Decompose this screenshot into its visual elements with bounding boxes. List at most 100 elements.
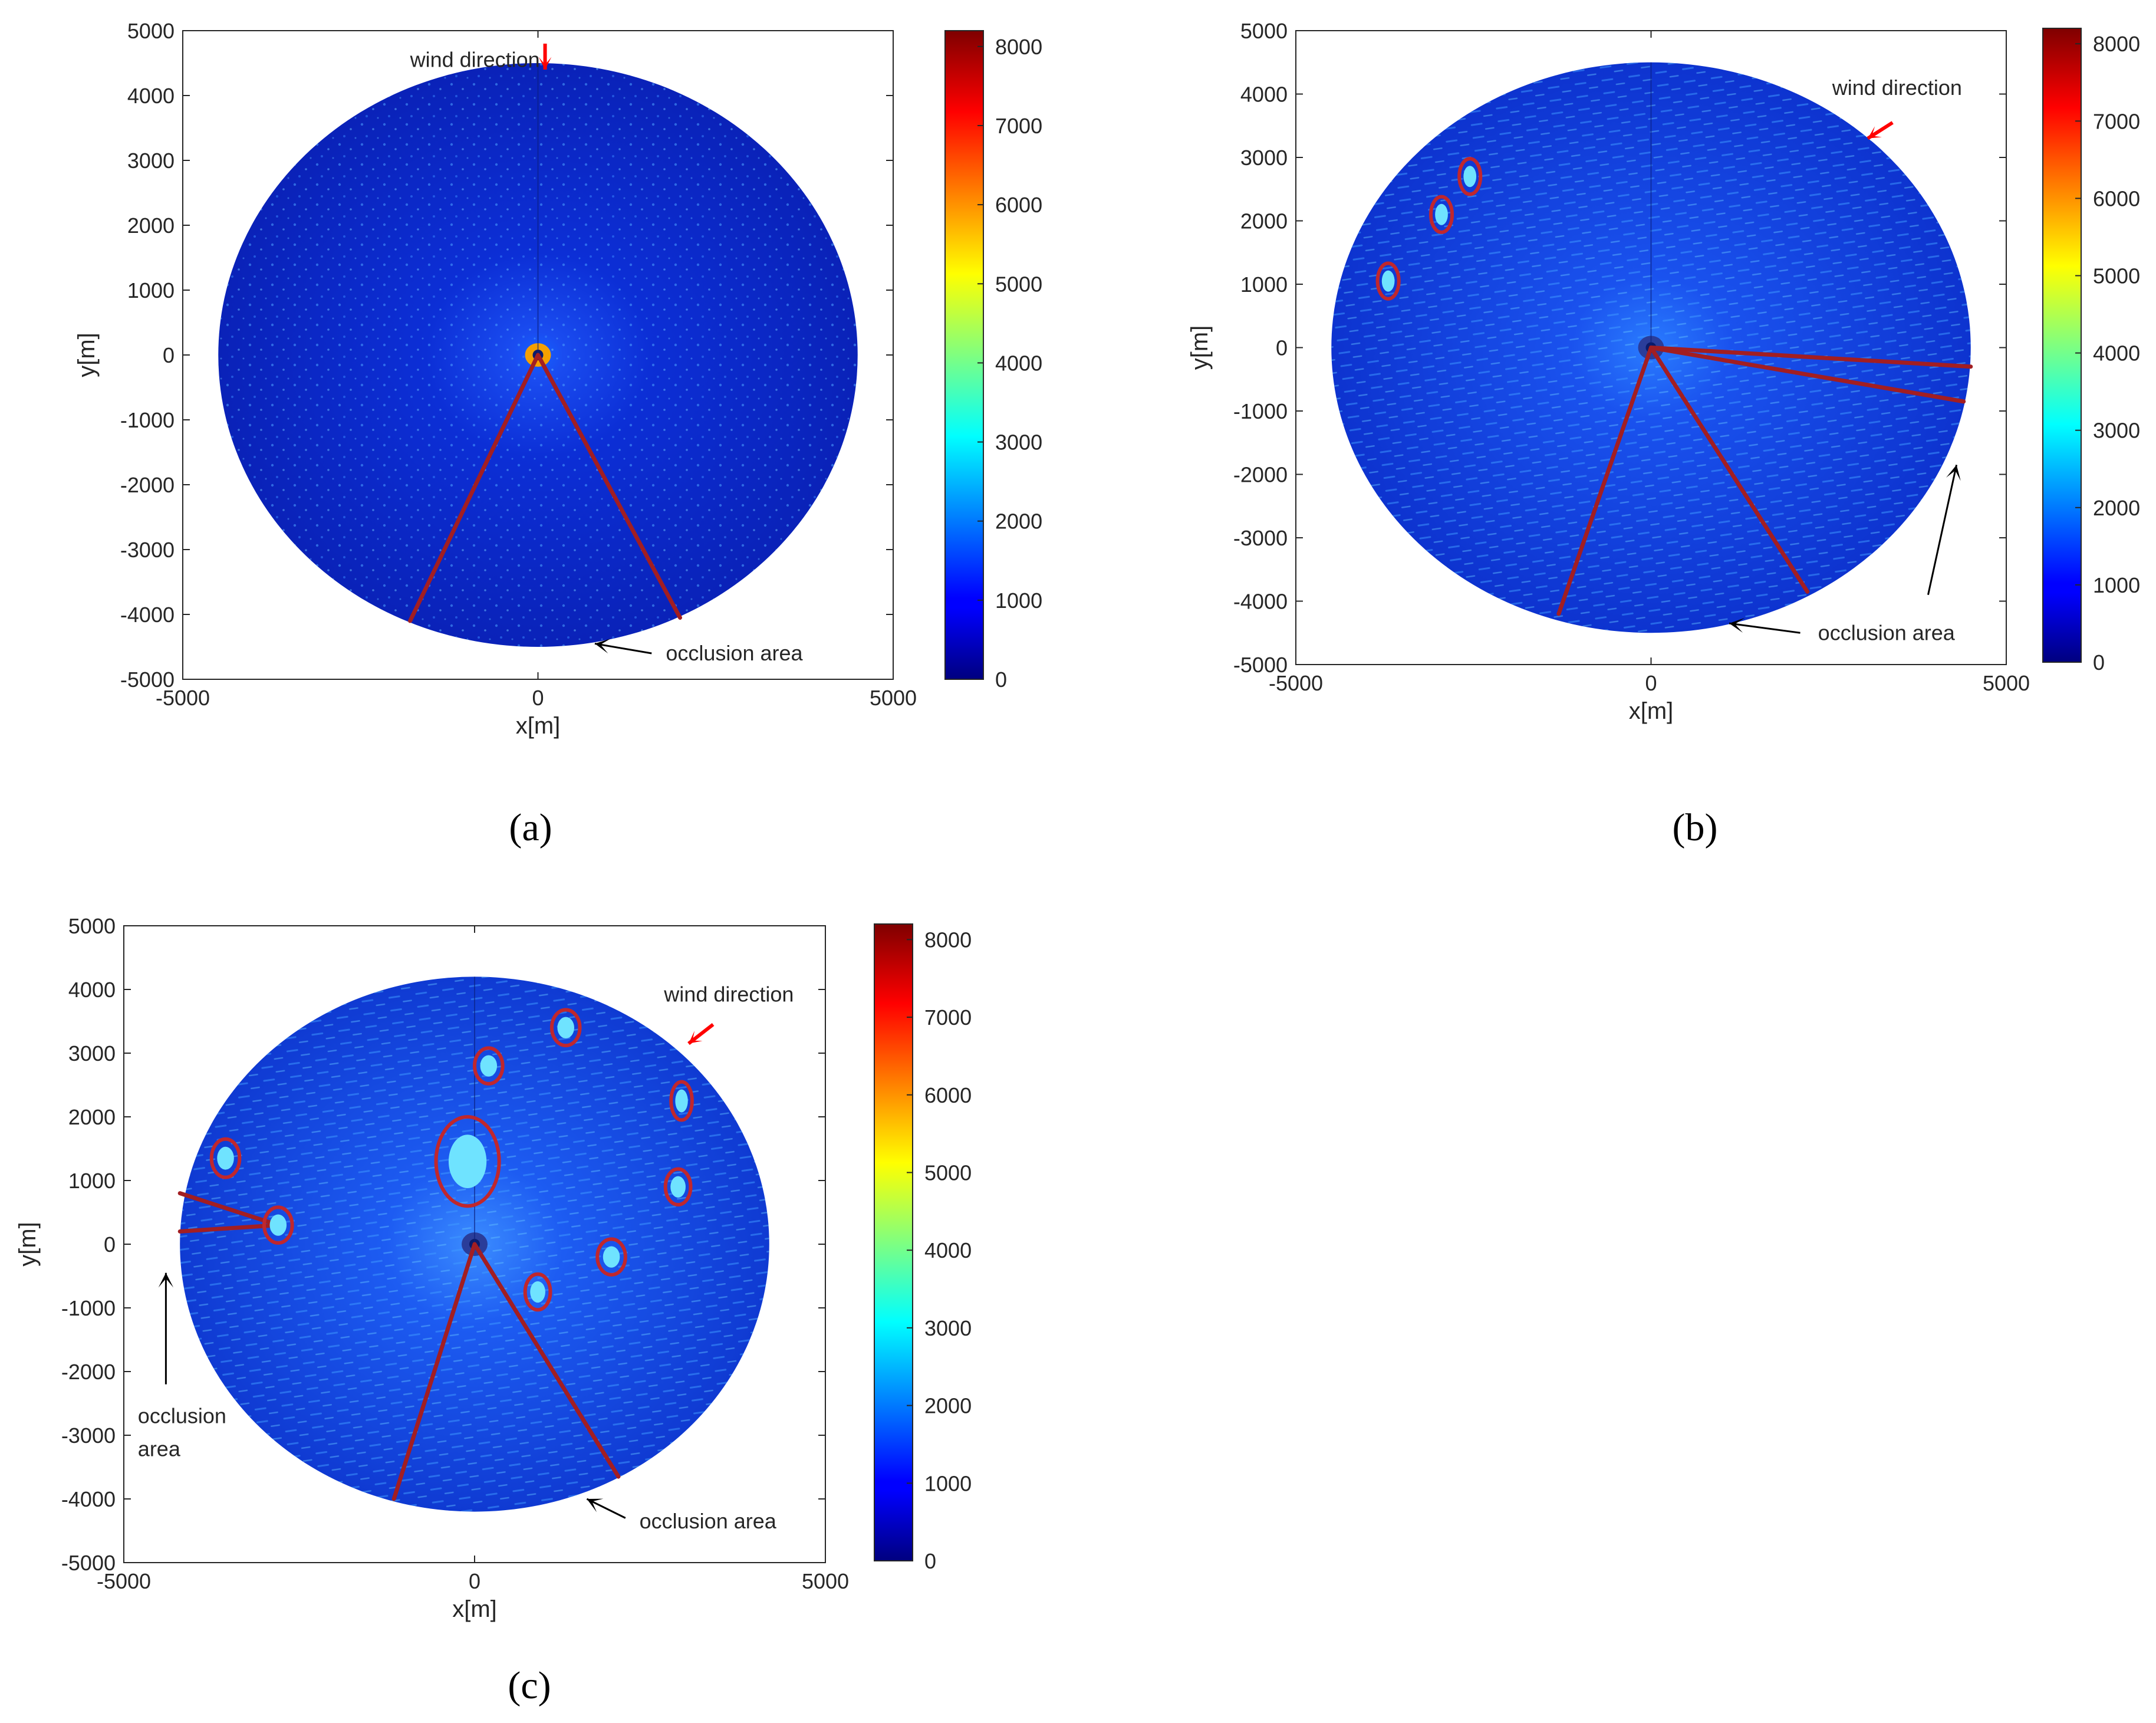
y-tick-label: 4000 [68,978,116,1002]
y-tick-label: -2000 [120,473,175,497]
y-tick-label: 0 [163,343,175,367]
colorbar [874,923,913,1561]
colorbar-tick-label: 1000 [924,1471,972,1495]
target-blip [269,1214,287,1236]
y-tick-label: -2000 [61,1360,116,1384]
target-ellipse [523,1272,552,1312]
target-blip [530,1281,545,1303]
target-ellipse [473,1046,505,1086]
x-tick-label: 5000 [870,686,917,710]
x-tick-label: 0 [1645,671,1657,695]
colorbar-tick-label: 7000 [2093,109,2140,133]
target-ellipse [209,1137,242,1179]
y-tick-label: -5000 [120,668,175,692]
annotation-label: occlusion area [666,641,803,665]
y-tick-label: 3000 [68,1041,116,1066]
occlusion-arrow [1729,622,1800,634]
colorbar-tick-label: 8000 [924,928,972,952]
y-tick-label: -3000 [61,1423,116,1448]
colorbar-tick-label: 7000 [995,114,1042,138]
colorbar-tick-label: 8000 [2093,32,2140,56]
occlusion-sector-line [536,353,682,620]
annotation-line: occlusion [138,1404,226,1428]
annotation-label: wind direction [410,48,540,72]
panel-label: (a) [509,806,552,849]
target-ellipse [434,1115,501,1208]
wind-direction-arrow [687,1023,715,1045]
target-blip [217,1146,234,1170]
y-tick-label: -3000 [120,538,175,562]
colorbar-tick-label: 6000 [995,193,1042,217]
annotation-label: wind direction [1832,75,1962,100]
colorbar-tick-label: 6000 [924,1083,972,1107]
x-axis-label: x[m] [1629,698,1674,724]
annotation-label: occlusion area [640,1509,777,1533]
y-tick-label: -1000 [120,408,175,432]
y-tick-label: 1000 [68,1169,116,1193]
y-tick-label: 2000 [68,1105,116,1129]
y-tick-label: -1000 [61,1296,116,1320]
target-blip [480,1055,498,1077]
target-blip [1381,270,1395,292]
colorbar-tick-label: 0 [924,1549,936,1573]
panel-c: -5000 0 5000 5000 4000 3000 2000 1000 0 -1000 -200… [15,914,972,1707]
colorbar-tick-label: 5000 [2093,264,2140,288]
target-ellipse [262,1205,294,1245]
target-ellipse [1457,157,1483,196]
panel-label: (b) [1673,806,1718,849]
occlusion-sector-line [177,1223,281,1234]
target-blip [448,1135,487,1188]
colorbar-tick-label: 4000 [924,1238,972,1262]
target-blip [557,1017,574,1038]
y-tick-label: 4000 [127,84,175,108]
y-tick-label: -3000 [1233,526,1288,550]
occlusion-sector-line [1556,346,1653,616]
colorbar [2042,28,2082,663]
y-tick-label: -5000 [61,1551,116,1575]
target-ellipse [1375,261,1401,301]
occlusion-sector-line [391,1242,477,1501]
x-tick-label: 0 [532,686,544,710]
colorbar-tick-label: 5000 [924,1160,972,1185]
y-tick-label: 1000 [127,278,175,302]
y-axis-label: y[m] [15,1222,41,1267]
occlusion-arrow [1927,465,1958,596]
y-tick-label: 2000 [127,213,175,238]
colorbar-tick-label: 4000 [995,351,1042,375]
annotation-label: occlusion area [1818,620,1956,645]
x-tick-label: 5000 [1983,671,2030,695]
target-ellipse [669,1080,694,1122]
x-tick-label: -5000 [156,686,210,710]
panel-b: -5000 0 5000 5000 4000 3000 2000 1000 0 -1000 -200… [1187,19,2140,849]
target-blip [670,1176,686,1198]
y-tick-label: 5000 [127,19,175,43]
x-axis-label: x[m] [452,1596,497,1622]
arrow-head [1868,126,1882,139]
arrow-head [1946,465,1961,481]
y-tick-label: -4000 [1233,590,1288,614]
x-tick-label: -5000 [1269,671,1323,695]
occlusion-sector-line [1649,346,1973,369]
y-tick-label: -2000 [1233,463,1288,487]
target-blip [603,1246,620,1268]
arrow-head [587,1498,604,1512]
y-axis-label: y[m] [1187,325,1213,370]
colorbar-tick-label: 8000 [995,35,1042,59]
occlusion-arrow [594,643,652,655]
target-ellipse [1428,195,1454,234]
colorbar-tick-label: 2000 [995,509,1042,534]
annotation-line: area [138,1437,181,1461]
y-tick-label: -1000 [1233,399,1288,423]
panel-a: -5000 0 5000 5000 4000 3000 2000 1000 0 -1000 -200… [74,19,1042,849]
y-tick-label: 0 [1276,336,1288,360]
colorbar-tick-label: 3000 [2093,419,2140,443]
occlusion-sector-line [472,1242,621,1479]
arrow-head [1729,617,1745,633]
target-blip [675,1089,688,1113]
annotation-label: wind direction [663,982,794,1007]
occlusion-sector-line [408,353,540,623]
colorbar-tick-label: 2000 [2093,496,2140,520]
y-tick-label: 3000 [1240,146,1288,170]
colorbar-tick-label: 6000 [2093,186,2140,211]
